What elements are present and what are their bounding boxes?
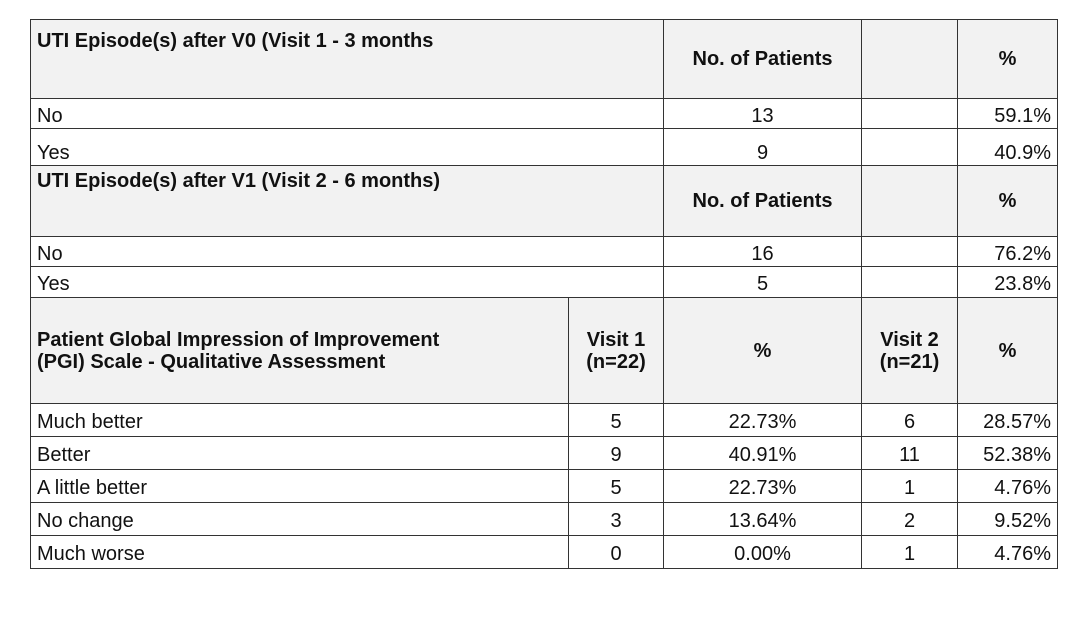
section1-blank-header	[861, 19, 958, 99]
row-visit2: 11	[861, 436, 958, 470]
visit1-header: Visit 1 (n=22)	[567, 297, 664, 404]
row-visit1: 3	[567, 502, 664, 536]
row-label: Better	[30, 436, 569, 470]
section1-header-row: UTI Episode(s) after V0 (Visit 1 - 3 mon…	[29, 19, 1059, 99]
row-visit2: 6	[861, 403, 958, 437]
section2-pct-header: %	[957, 165, 1059, 237]
row-visit1-pct: 22.73%	[663, 403, 862, 437]
section2-title: UTI Episode(s) after V1 (Visit 2 - 6 mon…	[29, 165, 664, 237]
row-label: Much worse	[30, 535, 569, 569]
section2-header-row: UTI Episode(s) after V1 (Visit 2 - 6 mon…	[29, 165, 1059, 237]
section3-title: Patient Global Impression of Improvement…	[30, 297, 569, 404]
section2-blank-header	[861, 165, 958, 237]
row-pct: 59.1%	[957, 98, 1059, 129]
table-row: Yes 9 40.9%	[29, 128, 1059, 166]
section2-count-header: No. of Patients	[663, 165, 862, 237]
section1-title: UTI Episode(s) after V0 (Visit 1 - 3 mon…	[29, 19, 664, 99]
table-row: Yes 5 23.8%	[29, 266, 1059, 298]
visit2-header: Visit 2 (n=21)	[861, 297, 958, 404]
row-visit2-pct: 28.57%	[957, 403, 1059, 437]
row-count: 9	[663, 128, 862, 166]
row-visit2-pct: 4.76%	[957, 469, 1059, 503]
row-visit2-pct: 9.52%	[957, 502, 1059, 536]
visit1-pct-header: %	[663, 297, 862, 404]
table-row: Much worse 0 0.00% 1 4.76%	[30, 535, 1059, 569]
section3-title-line1: Patient Global Impression of Improvement	[37, 328, 440, 351]
row-visit2: 1	[861, 535, 958, 569]
row-pct: 23.8%	[957, 266, 1059, 298]
row-visit1: 9	[567, 436, 664, 470]
section1-pct-header: %	[957, 19, 1059, 99]
row-visit1: 5	[567, 403, 664, 437]
table-row: Much better 5 22.73% 6 28.57%	[30, 403, 1059, 437]
row-label: No change	[30, 502, 569, 536]
section1-count-header: No. of Patients	[663, 19, 862, 99]
row-visit1: 0	[567, 535, 664, 569]
row-visit2-pct: 4.76%	[957, 535, 1059, 569]
results-table: UTI Episode(s) after V0 (Visit 1 - 3 mon…	[29, 19, 1059, 569]
row-visit2: 1	[861, 469, 958, 503]
visit2-pct-header: %	[957, 297, 1059, 404]
row-count: 13	[663, 98, 862, 129]
row-label: No	[29, 98, 664, 129]
row-count: 5	[663, 266, 862, 298]
row-label: A little better	[30, 469, 569, 503]
section3-header-row: Patient Global Impression of Improvement…	[30, 297, 1059, 404]
row-label: Yes	[29, 266, 664, 298]
row-label: No	[29, 236, 664, 267]
row-visit1-pct: 13.64%	[663, 502, 862, 536]
table-row: Better 9 40.91% 11 52.38%	[30, 436, 1059, 470]
row-pct: 76.2%	[957, 236, 1059, 267]
table-row: No 16 76.2%	[29, 236, 1059, 267]
row-visit1: 5	[567, 469, 664, 503]
table-row: No change 3 13.64% 2 9.52%	[30, 502, 1059, 536]
row-label: Much better	[30, 403, 569, 437]
row-visit1-pct: 22.73%	[663, 469, 862, 503]
table-row: No 13 59.1%	[29, 98, 1059, 129]
row-label: Yes	[29, 128, 664, 166]
row-visit2: 2	[861, 502, 958, 536]
table-row: A little better 5 22.73% 1 4.76%	[30, 469, 1059, 503]
row-pct: 40.9%	[957, 128, 1059, 166]
row-visit1-pct: 40.91%	[663, 436, 862, 470]
row-visit1-pct: 0.00%	[663, 535, 862, 569]
section3-title-line2: (PGI) Scale - Qualitative Assessment	[37, 350, 386, 373]
row-count: 16	[663, 236, 862, 267]
row-visit2-pct: 52.38%	[957, 436, 1059, 470]
